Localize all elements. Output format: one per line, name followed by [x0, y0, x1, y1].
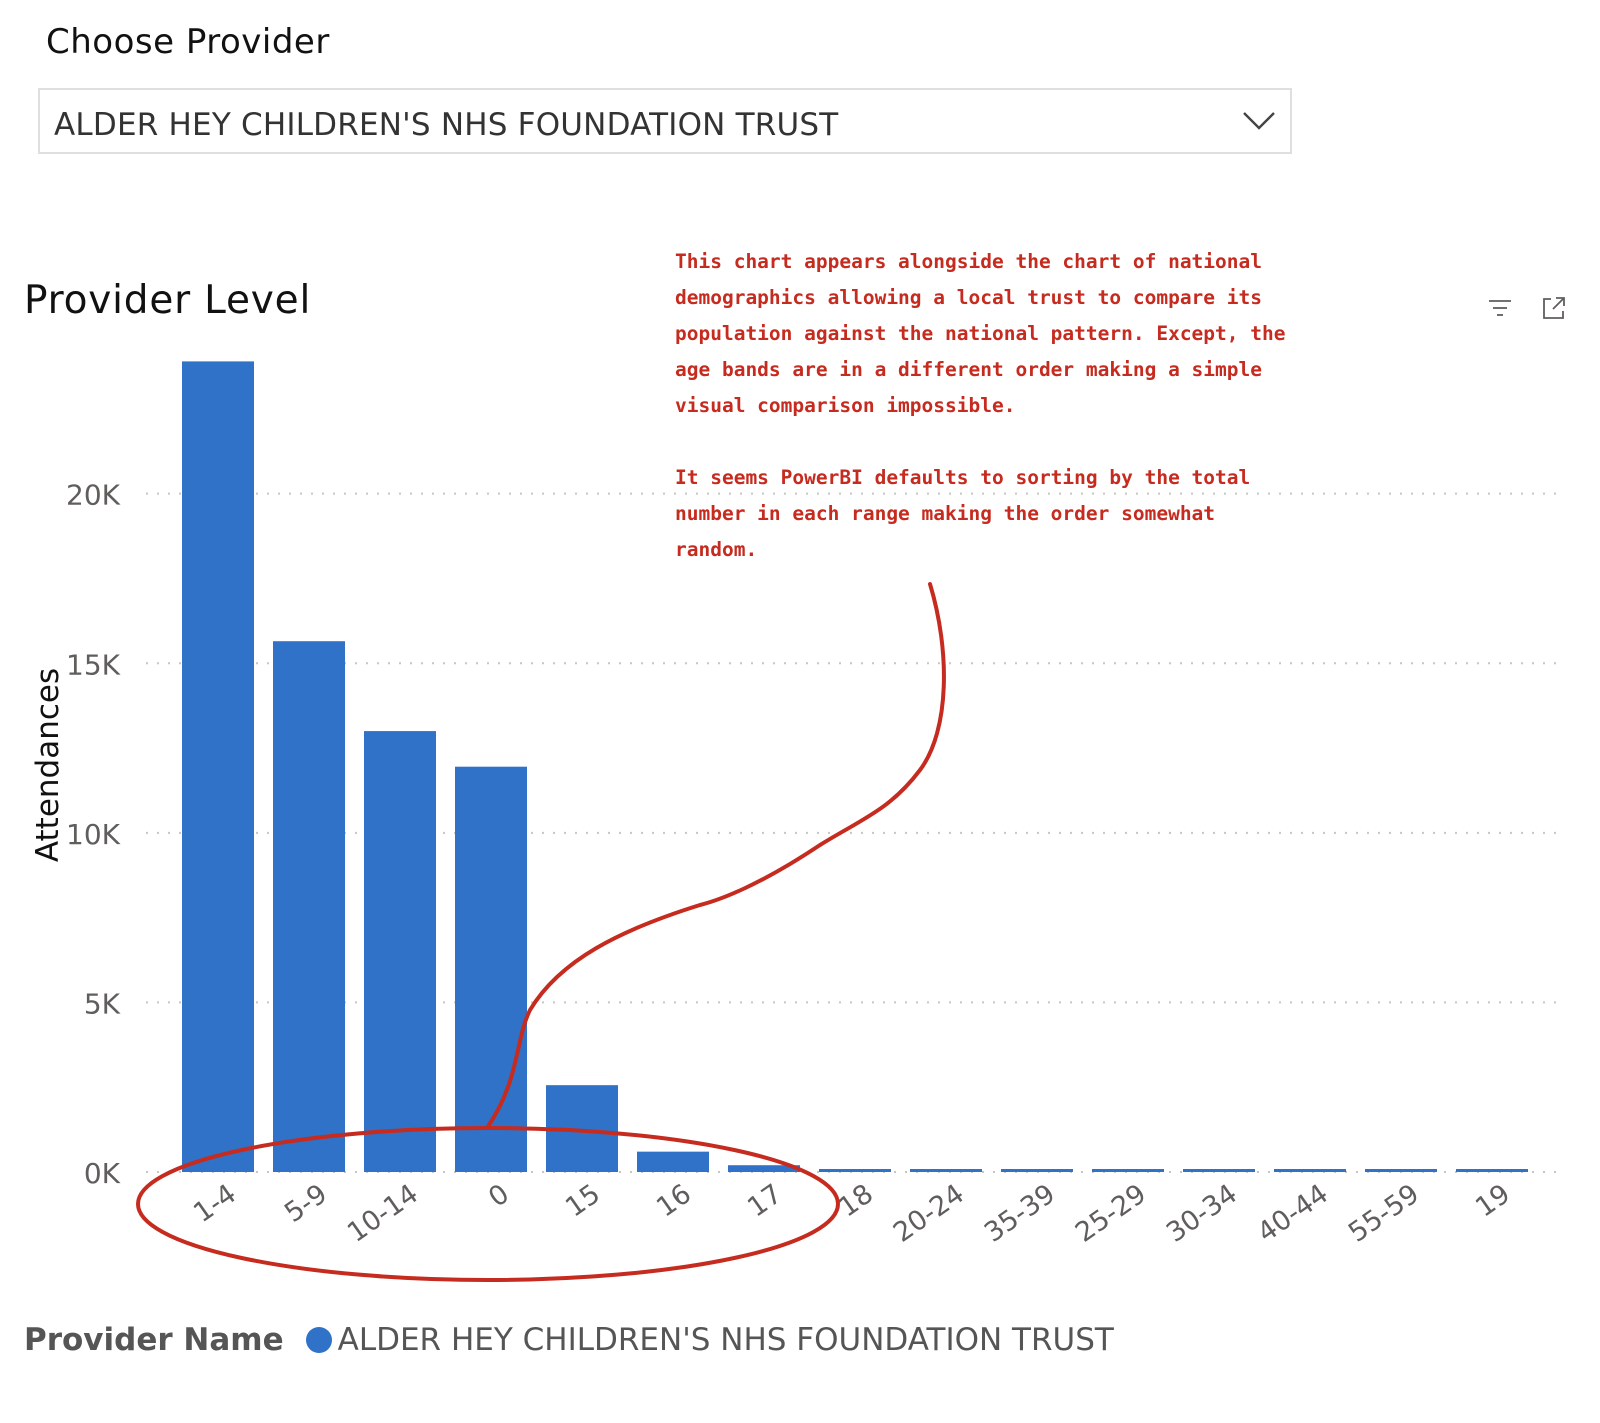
bar[interactable] [273, 641, 345, 1172]
slicer-title: Choose Provider [46, 22, 330, 62]
legend: Provider Name ALDER HEY CHILDREN'S NHS F… [24, 1318, 1114, 1362]
bar[interactable] [728, 1165, 800, 1172]
y-tick-label: 0K [84, 1157, 121, 1190]
bar[interactable] [364, 731, 436, 1172]
x-tick-label: 1-4 [188, 1178, 242, 1229]
x-tick-label: 0 [483, 1178, 515, 1213]
bar[interactable] [637, 1151, 709, 1172]
focus-mode-icon[interactable] [1540, 294, 1568, 322]
x-tick-label: 30-34 [1161, 1178, 1243, 1248]
bar[interactable] [1456, 1169, 1528, 1172]
bar[interactable] [1274, 1169, 1346, 1172]
bar[interactable] [910, 1169, 982, 1172]
chevron-down-icon[interactable] [1242, 110, 1276, 132]
y-axis-label: Attendances [30, 668, 66, 862]
x-tick-label: 15 [560, 1178, 606, 1223]
legend-marker [305, 1327, 332, 1353]
chart-title: Provider Level [24, 278, 312, 323]
x-tick-label: 19 [1470, 1178, 1516, 1223]
x-tick-label: 20-24 [888, 1178, 970, 1248]
annotation-paragraph-1: This chart appears alongside the chart o… [675, 250, 1286, 417]
x-tick-label: 10-14 [342, 1178, 424, 1248]
x-tick-label: 18 [833, 1178, 879, 1223]
filter-icon[interactable] [1486, 294, 1514, 322]
x-tick-label: 25-29 [1070, 1178, 1152, 1248]
y-tick-label: 5K [84, 987, 121, 1020]
bar[interactable] [182, 361, 254, 1172]
provider-dropdown[interactable]: ALDER HEY CHILDREN'S NHS FOUNDATION TRUS… [38, 88, 1292, 154]
x-tick-label: 35-39 [979, 1178, 1061, 1248]
bar[interactable] [1365, 1169, 1437, 1172]
legend-title: Provider Name [24, 1322, 284, 1358]
x-tick-label: 40-44 [1252, 1178, 1334, 1248]
y-tick-label: 20K [66, 479, 121, 512]
x-tick-label: 16 [651, 1178, 697, 1223]
bar[interactable] [1001, 1169, 1073, 1172]
x-tick-label: 55-59 [1343, 1178, 1425, 1248]
y-tick-label: 15K [66, 648, 121, 681]
bar[interactable] [1183, 1169, 1255, 1172]
legend-series-label[interactable]: ALDER HEY CHILDREN'S NHS FOUNDATION TRUS… [337, 1322, 1114, 1358]
bar[interactable] [455, 766, 527, 1172]
y-tick-label: 10K [66, 818, 121, 851]
annotation-note: This chart appears alongside the chart o… [675, 244, 1295, 568]
bar[interactable] [819, 1169, 891, 1172]
bar[interactable] [1092, 1169, 1164, 1172]
annotation-marks [136, 582, 946, 1282]
annotation-arrow-line [485, 582, 946, 1130]
x-tick-label: 17 [742, 1178, 788, 1223]
provider-dropdown-value: ALDER HEY CHILDREN'S NHS FOUNDATION TRUS… [54, 107, 839, 143]
x-tick-label: 5-9 [279, 1178, 333, 1229]
annotation-paragraph-2: It seems PowerBI defaults to sorting by … [675, 466, 1251, 561]
